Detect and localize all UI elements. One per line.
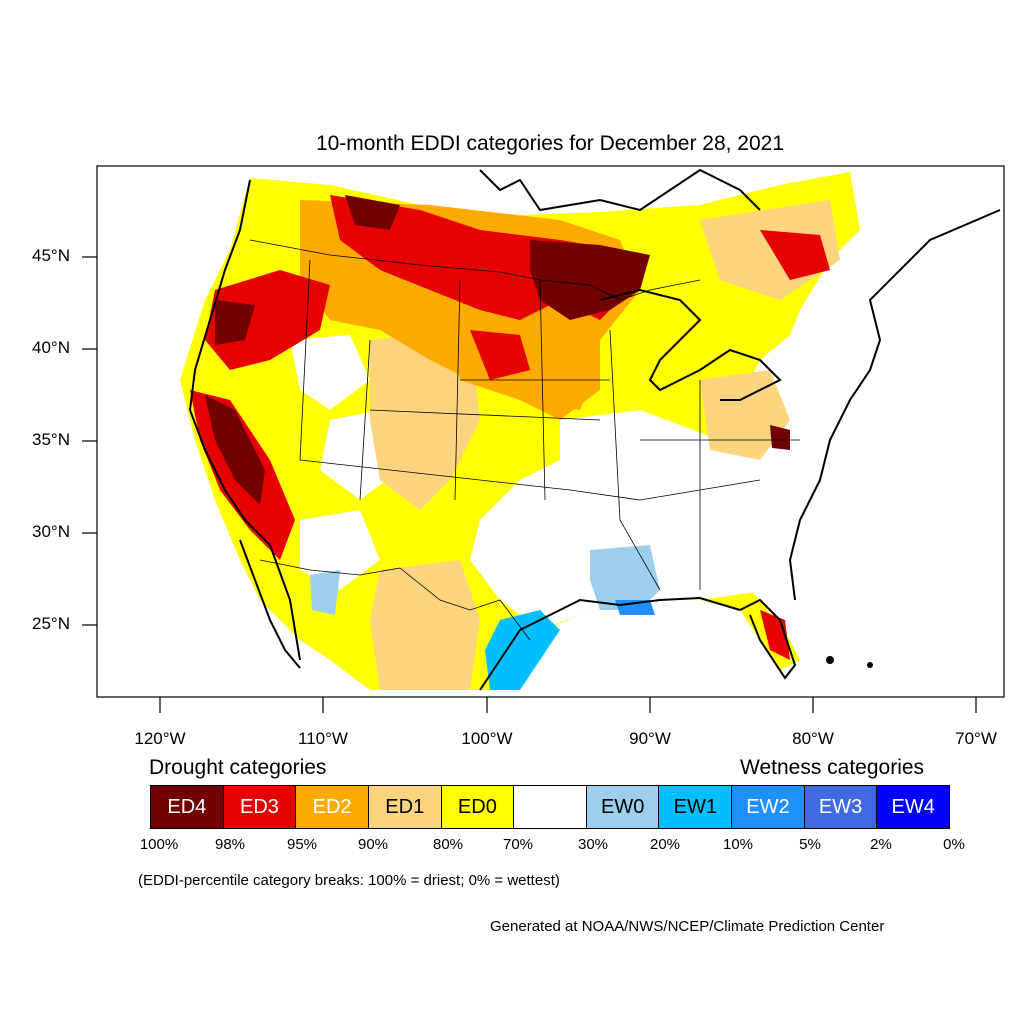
hudson-bay-shore [479,168,761,212]
lon-label-70w: 70°W [955,729,997,748]
lat-ticks [82,256,97,626]
lat-label-30: 30°N [32,522,70,541]
lon-ticks [159,697,977,713]
region-ed4-montana [345,195,400,230]
state-line-2 [359,339,371,501]
region-ed1-plains [370,330,480,510]
lon-label-90w: 90°W [629,729,671,748]
lat-label-25: 25°N [32,614,70,633]
legend-tick-label: 5% [799,836,821,853]
cuba-island [826,656,834,664]
category-fields [180,172,860,690]
legend-tick-label: 95% [286,836,318,853]
state-line-1 [299,259,311,461]
state-borders [249,239,800,641]
legend-box-ew0: EW0 [586,786,660,828]
legend-tick-label: 70% [502,836,534,853]
legend-tick-label: 0% [943,836,965,853]
gulf-coastline [479,596,741,691]
state-line-6 [369,409,601,421]
legend-box-ew4: EW4 [877,786,950,828]
legend-box-ew3: EW3 [804,786,878,828]
legend-box-ed0: ED0 [441,786,515,828]
legend-tick-label: 20% [649,836,681,853]
region-neutral-sw [300,510,380,590]
map-title: 10-month EDDI categories for December 28… [315,132,785,155]
lon-label-80w: 80°W [792,729,834,748]
legend-box-ed3: ED3 [223,786,297,828]
bahamas-island [867,662,873,668]
map-frame [96,165,1005,698]
legend-tick-label: 80% [432,836,464,853]
atlantic-coastline [788,209,1001,601]
state-line-8 [609,329,661,591]
legend-box-ed2: ED2 [296,786,369,828]
region-neutral-west [290,335,370,410]
region-ew0-mexico [310,570,340,615]
legend-tick-label: 100% [139,836,179,853]
lon-label-120w: 120°W [134,729,186,748]
lat-label-35: 35°N [32,430,70,449]
legend-tick-label: 30% [577,836,609,853]
cuba-islands [826,656,873,668]
us-mexico-border [259,559,531,641]
legend-tick-label: 90% [357,836,389,853]
credit-line: Generated at NOAA/NWS/NCEP/Climate Predi… [490,918,885,935]
category-breaks-note: (EDDI-percentile category breaks: 100% =… [138,872,560,889]
florida-coastline [739,598,797,680]
region-ed4-oregon [215,300,255,345]
region-ed3-northwest [205,270,330,370]
pacific-coastline [188,179,301,661]
lat-label-45: 45°N [32,246,70,265]
region-ew1-texas-coast [485,610,560,690]
legend-box-ew1: EW1 [659,786,733,828]
legend-box-ew2: EW2 [732,786,805,828]
lon-label-100w: 100°W [461,729,513,748]
drought-categories-heading: Drought categories [149,756,327,779]
lat-label-40: 40°N [32,338,70,357]
region-ed3-east [760,230,830,280]
region-ed4-california [205,395,265,505]
lon-label-110w: 110°W [298,729,348,748]
state-line-3 [454,279,461,501]
region-ed3-florida [760,610,790,660]
coastlines [188,168,1001,691]
region-ew0-gulf [590,545,660,610]
legend-tick-label: 98% [214,836,246,853]
region-ed4-virginia [770,425,790,450]
great-lakes [599,288,782,401]
legend-color-bar: ED4 ED3 ED2 ED1 ED0 EW0 EW1 EW2 EW3 EW4 [150,785,950,829]
region-ed1-southwest [370,560,480,690]
baja-coastline [239,539,301,669]
state-line-4 [539,279,546,501]
legend-box-neutral [514,786,587,828]
wetness-categories-heading: Wetness categories [740,756,925,779]
legend-box-ed4: ED4 [151,786,224,828]
legend-tick-label: 2% [870,836,892,853]
region-ed3-dakota [470,330,530,380]
region-ed1-east [700,370,790,460]
legend-tick-label: 10% [722,836,754,853]
legend-box-ed1: ED1 [368,786,442,828]
